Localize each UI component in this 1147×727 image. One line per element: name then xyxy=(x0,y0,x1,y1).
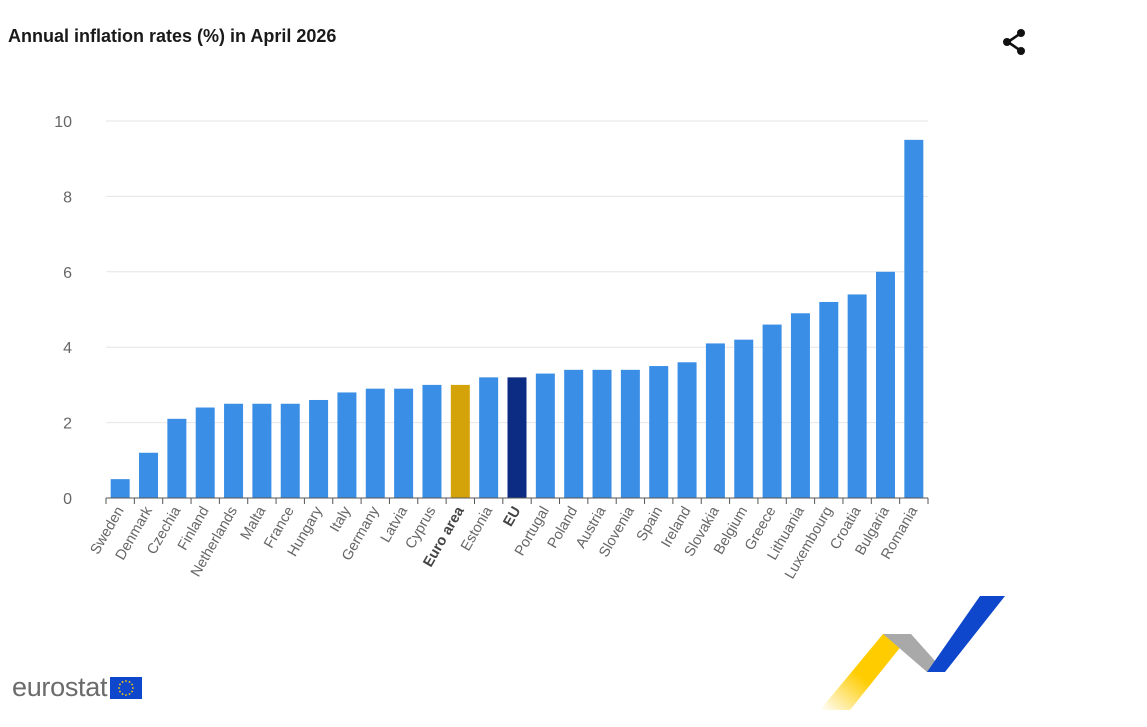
x-axis xyxy=(105,497,929,504)
bar-romania[interactable] xyxy=(904,139,924,498)
decorative-ribbon-logo xyxy=(820,596,1005,710)
share-icon[interactable] xyxy=(1000,28,1028,56)
bar-belgium[interactable] xyxy=(734,339,754,498)
ribbon-blue xyxy=(927,596,1005,672)
bar-eu[interactable] xyxy=(507,377,527,498)
bar-euro-area[interactable] xyxy=(450,384,470,498)
y-tick-label: 0 xyxy=(63,491,72,508)
flag-star xyxy=(118,687,121,689)
y-tick-label: 6 xyxy=(63,265,72,282)
bar-hungary[interactable] xyxy=(309,399,329,498)
bar-spain[interactable] xyxy=(649,366,669,498)
ribbon-yellow xyxy=(820,634,911,710)
bar-italy[interactable] xyxy=(337,392,357,498)
bar-luxembourg[interactable] xyxy=(819,301,839,498)
y-tick-label: 8 xyxy=(63,189,72,206)
bar-slovakia[interactable] xyxy=(705,343,725,498)
bar-germany[interactable] xyxy=(365,388,385,498)
flag-star xyxy=(128,693,131,695)
bar-malta[interactable] xyxy=(252,403,272,498)
chart-title: Annual inflation rates (%) in April 2026 xyxy=(8,26,337,46)
bars xyxy=(110,139,924,498)
bar-denmark[interactable] xyxy=(139,452,159,498)
share-button[interactable] xyxy=(1000,28,1028,56)
eurostat-logo: eurostat xyxy=(12,671,143,702)
bar-finland[interactable] xyxy=(195,407,215,498)
x-tick-label: Italy xyxy=(327,503,355,535)
flag-star xyxy=(119,683,122,686)
flag-star xyxy=(125,680,128,682)
x-axis-labels: SwedenDenmarkCzechiaFinlandNetherlandsMa… xyxy=(88,503,922,582)
eu-flag-icon xyxy=(110,677,143,699)
bar-cyprus[interactable] xyxy=(422,384,442,498)
bar-czechia[interactable] xyxy=(167,418,187,498)
chart-plot: 0 2 4 6 8 10 SwedenDenmarkCzechiaFinlandNethe… xyxy=(54,114,929,582)
bar-bulgaria[interactable] xyxy=(875,271,895,498)
y-tick-label: 10 xyxy=(54,114,72,131)
bar-netherlands[interactable] xyxy=(224,403,244,498)
flag-star xyxy=(131,690,134,693)
bar-poland[interactable] xyxy=(564,369,584,498)
bar-lithuania[interactable] xyxy=(790,313,810,498)
bar-estonia[interactable] xyxy=(479,377,499,498)
bar-sweden[interactable] xyxy=(110,479,130,498)
bar-greece[interactable] xyxy=(762,324,782,498)
flag-star xyxy=(132,687,135,689)
flag-star xyxy=(125,694,128,696)
y-axis-ticks: 0 2 4 6 8 10 xyxy=(54,114,72,508)
flag-star xyxy=(121,681,124,683)
eurostat-wordmark: eurostat xyxy=(12,671,108,702)
x-tick-label: EU xyxy=(501,504,525,529)
bar-ireland[interactable] xyxy=(677,362,697,498)
bar-austria[interactable] xyxy=(592,369,612,498)
flag-star xyxy=(121,693,124,695)
bar-slovenia[interactable] xyxy=(620,369,640,498)
ribbon-grey xyxy=(883,634,945,672)
y-tick-label: 4 xyxy=(63,340,72,357)
bar-france[interactable] xyxy=(280,403,300,498)
bar-latvia[interactable] xyxy=(394,388,414,498)
y-tick-label: 2 xyxy=(63,416,72,433)
flag-star xyxy=(119,690,122,693)
bar-croatia[interactable] xyxy=(847,294,867,498)
bar-portugal[interactable] xyxy=(535,373,555,498)
flag-star xyxy=(131,683,134,686)
flag-star xyxy=(128,681,131,683)
